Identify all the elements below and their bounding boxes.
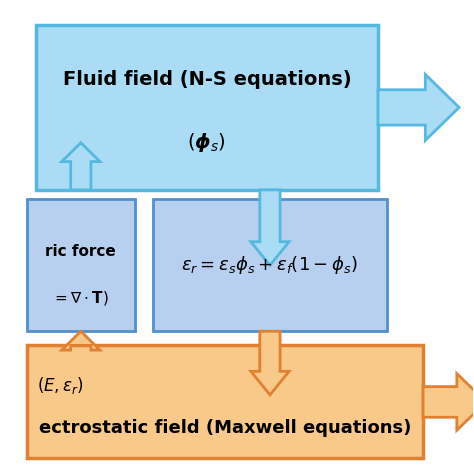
FancyBboxPatch shape (27, 199, 135, 331)
Polygon shape (251, 190, 289, 265)
Text: Fluid field (N-S equations): Fluid field (N-S equations) (63, 70, 351, 89)
Text: $(\boldsymbol{\phi}_s)$: $(\boldsymbol{\phi}_s)$ (187, 132, 227, 154)
FancyBboxPatch shape (153, 199, 387, 331)
Polygon shape (378, 74, 459, 140)
Polygon shape (62, 143, 100, 190)
Text: $\varepsilon_r = \varepsilon_s\phi_s + \varepsilon_f\left(1-\phi_s\right)$: $\varepsilon_r = \varepsilon_s\phi_s + \… (182, 254, 358, 276)
FancyBboxPatch shape (36, 25, 378, 190)
Text: $(E,\varepsilon_r)$: $(E,\varepsilon_r)$ (37, 375, 84, 396)
FancyBboxPatch shape (27, 346, 423, 458)
Text: $= \nabla \cdot\mathbf{T})$: $= \nabla \cdot\mathbf{T})$ (53, 289, 109, 307)
Text: ric force: ric force (46, 244, 116, 259)
Polygon shape (62, 331, 100, 350)
Text: ectrostatic field (Maxwell equations): ectrostatic field (Maxwell equations) (39, 419, 411, 437)
Polygon shape (251, 331, 289, 395)
Polygon shape (423, 374, 474, 430)
